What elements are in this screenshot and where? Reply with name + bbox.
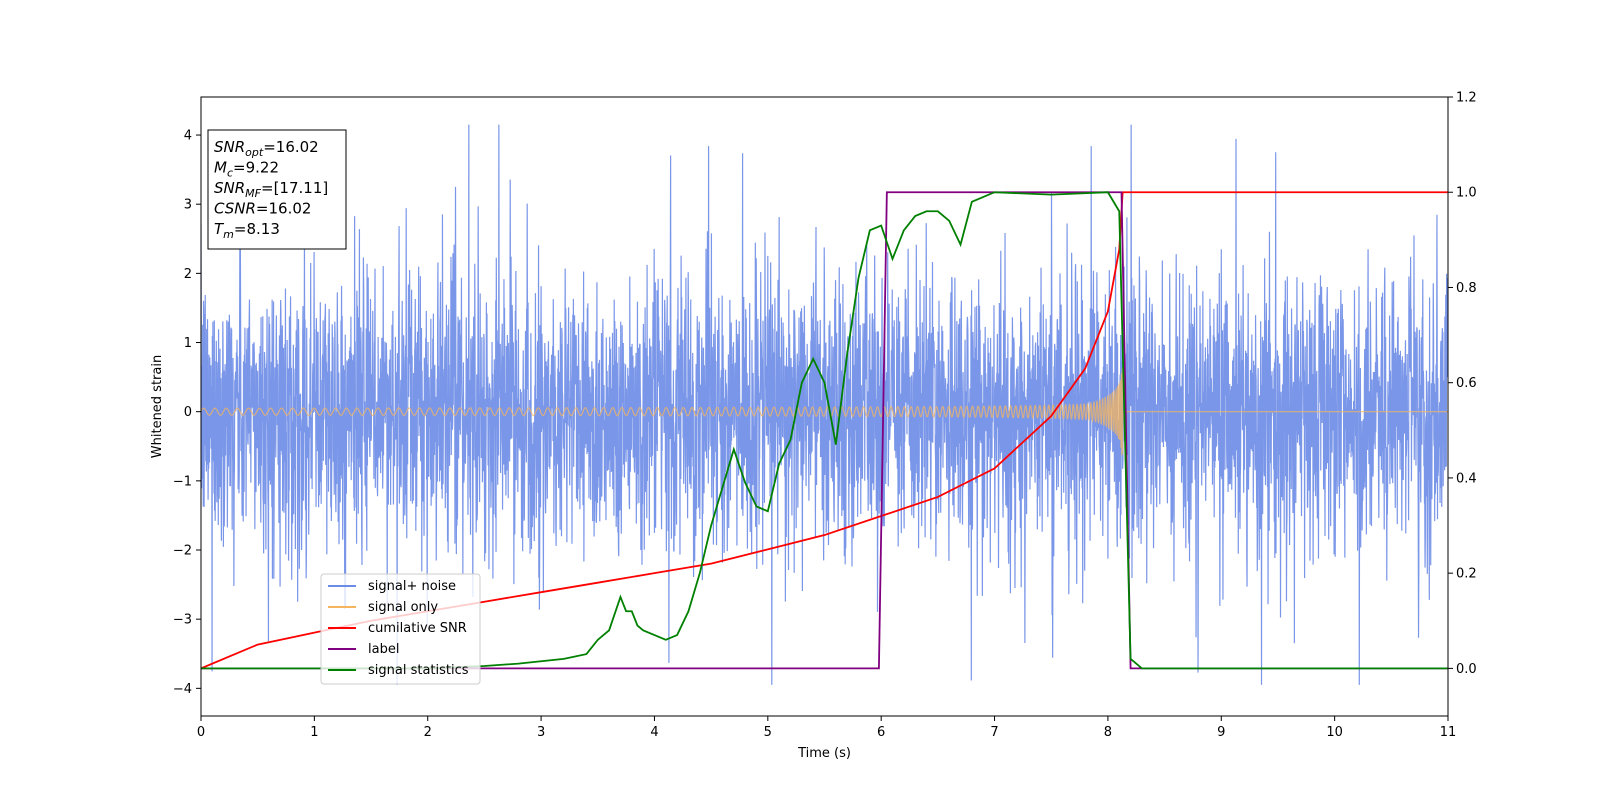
y-left-tick-label: −3 [173, 613, 192, 628]
x-axis-label: Time (s) [797, 746, 851, 761]
x-tick-label: 3 [537, 725, 545, 740]
x-tick-label: 9 [1217, 725, 1225, 740]
info-box-frame [207, 129, 347, 250]
legend-label: signal+ noise [368, 579, 456, 594]
y-axis-label: Whitened strain [150, 355, 165, 458]
info-value: =16.02 [263, 138, 319, 156]
x-tick-label: 7 [990, 725, 998, 740]
left-y-axis: −4 −3 −2 −1 0 1 2 3 4 [173, 129, 201, 697]
y-left-tick-label: −2 [173, 544, 192, 559]
right-y-axis: 0.0 0.2 0.4 0.6 0.8 1.0 1.2 [1448, 91, 1477, 677]
x-tick-label: 6 [877, 725, 885, 740]
x-tick-label: 11 [1440, 725, 1457, 740]
legend-label: signal only [368, 600, 438, 615]
info-row: Tm=8.13 [214, 220, 280, 241]
y-right-tick-label: 0.0 [1456, 662, 1477, 677]
x-tick-label: 1 [310, 725, 318, 740]
info-label: SNR [214, 179, 245, 197]
info-subscript: c [227, 167, 233, 180]
y-left-tick-label: 3 [184, 198, 192, 213]
x-tick-label: 8 [1104, 725, 1112, 740]
y-left-tick-label: 4 [184, 129, 192, 144]
info-subscript: opt [245, 146, 264, 159]
y-left-tick-label: 1 [184, 336, 192, 351]
y-left-tick-label: 2 [184, 267, 192, 282]
y-right-tick-label: 0.8 [1456, 281, 1477, 296]
legend-label: signal statistics [368, 663, 469, 678]
y-left-tick-label: 0 [184, 405, 192, 420]
info-subscript: m [223, 228, 234, 241]
info-value: =16.02 [256, 200, 312, 218]
y-left-tick-label: −1 [173, 474, 192, 489]
series-signal-only [201, 368, 1448, 456]
x-tick-label: 0 [197, 725, 205, 740]
info-row: Mc=9.22 [214, 159, 279, 180]
x-tick-label: 10 [1326, 725, 1343, 740]
info-row: SNRopt=16.02 [214, 138, 319, 159]
info-row: SNRMF=[17.11] [214, 179, 328, 200]
y-right-tick-label: 0.6 [1456, 376, 1477, 391]
series-signal-statistics [201, 191, 1448, 670]
y-left-tick-label: −4 [173, 682, 192, 697]
x-tick-label: 5 [764, 725, 772, 740]
info-subscript: MF [245, 187, 261, 200]
y-right-tick-label: 1.0 [1456, 186, 1477, 201]
info-label: M [214, 159, 227, 177]
y-right-tick-label: 1.2 [1456, 91, 1477, 106]
info-value: =8.13 [234, 220, 280, 238]
plot-frame [200, 96, 1449, 717]
info-value: =[17.11] [261, 179, 328, 197]
x-tick-label: 2 [424, 725, 432, 740]
legend-label: cumilative SNR [368, 621, 467, 636]
info-label: T [214, 220, 225, 238]
series-signal-noise [201, 124, 1448, 685]
legend-label: label [368, 642, 399, 657]
info-box: SNRopt=16.02Mc=9.22SNRMF=[17.11]CSNR=16.… [207, 129, 347, 250]
info-value: =9.22 [233, 159, 279, 177]
info-row: CSNR=16.02 [214, 200, 311, 218]
x-axis: 0 1 2 3 4 5 6 7 8 9 10 11 [197, 716, 1456, 740]
info-label: SNR [214, 138, 245, 156]
y-right-tick-label: 0.4 [1456, 471, 1477, 486]
y-right-tick-label: 0.2 [1456, 567, 1477, 582]
info-label: CSNR [214, 200, 256, 218]
x-tick-label: 4 [650, 725, 658, 740]
legend-frame [320, 573, 481, 685]
legend: signal+ noise signal only cumilative SNR la… [320, 573, 481, 685]
